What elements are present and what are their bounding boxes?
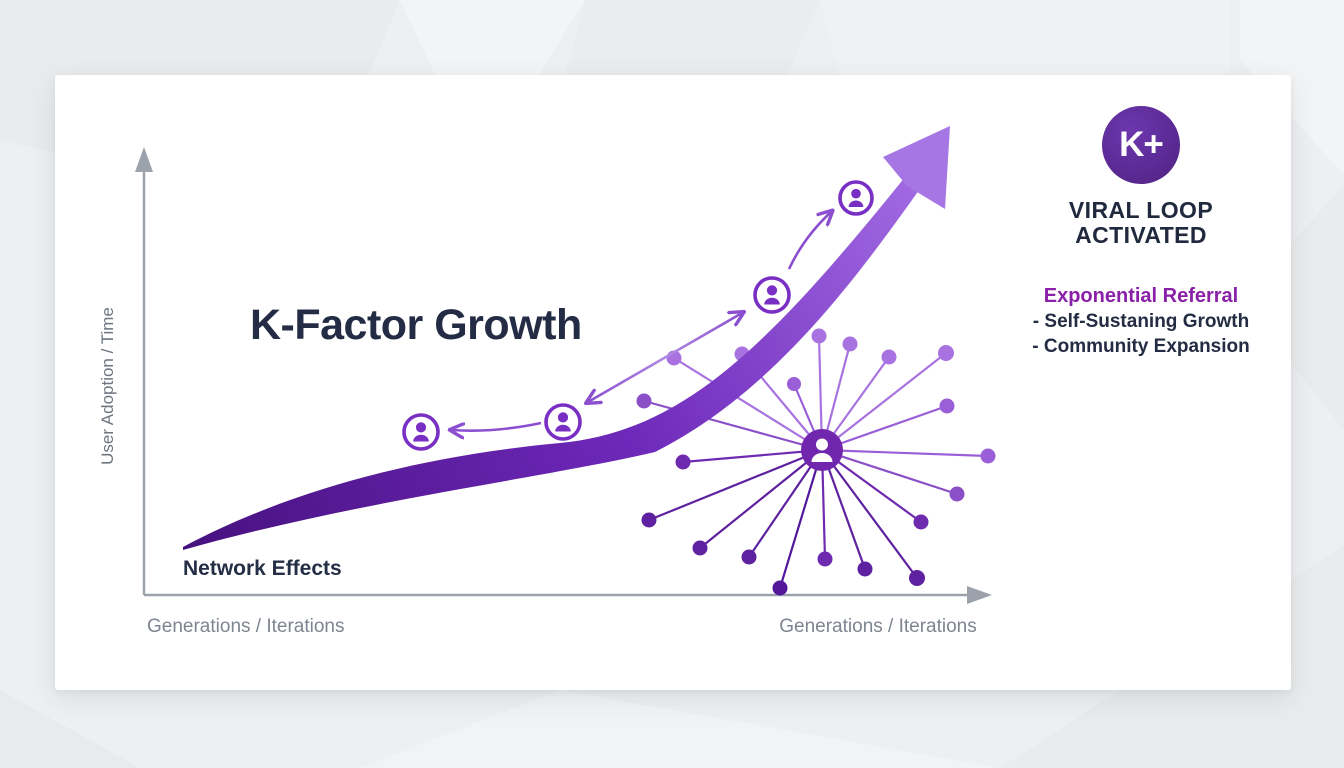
network-node [909,570,925,586]
network-node [938,345,954,361]
network-node [881,349,897,365]
network-ray [648,448,823,522]
growth-curve [183,151,939,550]
panel-heading: VIRAL LOOP ACTIVATED [1010,198,1272,248]
referral-arrow [452,421,542,431]
curve-label: Network Effects [183,557,342,580]
referral-network-hub [801,429,843,471]
chart-title: K-Factor Growth [250,301,582,349]
panel-subheading: Exponential Referral [1043,285,1239,307]
network-ray [820,449,867,570]
x-axis-label-right: Generations / Iterations [779,616,977,637]
viral-loop-panel: K+ VIRAL LOOP ACTIVATED Exponential Refe… [1010,106,1272,358]
hub-person-icon [811,453,833,462]
x-axis-label-left: Generations / Iterations [147,616,345,637]
hub-person-icon [816,438,828,451]
axes [135,147,992,604]
y-axis-arrow-icon [135,147,153,172]
k-factor-badge: K+ [1102,106,1180,184]
network-node [741,549,757,565]
network-node [857,561,873,577]
network-ray [821,352,947,451]
bg-shape [1240,185,1344,430]
network-node [692,540,708,556]
network-ray [699,449,823,549]
network-ray [778,449,824,589]
user-icon [838,180,874,216]
network-node [772,580,788,596]
panel-heading-line1: VIRAL LOOP [1068,197,1214,223]
user-icon [753,276,791,314]
network-node [817,551,833,567]
panel-bullet: - Community Expansion [1032,336,1250,357]
user-icon [402,413,440,451]
referral-arrows [452,212,831,431]
growth-curve-group [183,126,950,550]
bg-shape [1240,0,1344,175]
network-ray [821,448,989,458]
network-node [980,448,996,464]
network-node [641,512,657,528]
referral-arrow [787,212,831,270]
network-ray [748,449,823,558]
network-ray [821,449,918,579]
network-node [675,454,691,470]
y-axis-label: User Adoption / Time [98,307,117,465]
network-node [949,486,965,502]
bg-shape [360,690,1000,768]
network-ray [682,448,823,464]
panel-heading-line2: ACTIVATED [1075,222,1207,248]
growth-arrowhead-icon [883,126,950,209]
network-node [842,336,858,352]
referral-arrow [588,313,742,402]
x-axis-arrow-icon [967,586,992,604]
network-node [636,393,652,409]
network-node [787,377,801,391]
network-ray [821,404,948,452]
network-node [811,328,827,344]
bg-shape [0,690,140,768]
panel-bullet: - Self-Sustaning Growth [1032,311,1250,332]
network-node [939,398,955,414]
network-node [913,514,929,530]
network-ray [821,448,958,496]
curve-user-icons [402,180,874,451]
user-icon [544,403,582,441]
